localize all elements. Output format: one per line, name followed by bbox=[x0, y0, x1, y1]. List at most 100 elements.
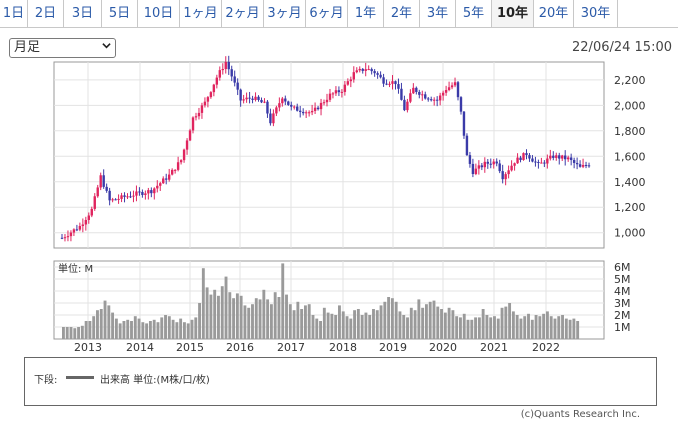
tab-3[interactable]: 5日 bbox=[102, 0, 138, 27]
candle-body bbox=[480, 165, 484, 168]
candle-body bbox=[540, 162, 543, 164]
candle-body bbox=[507, 170, 510, 175]
volume-bar bbox=[553, 318, 557, 339]
volume-bar bbox=[330, 313, 334, 339]
volume-bar bbox=[375, 310, 379, 339]
candle-body bbox=[328, 93, 332, 100]
legend-box: 下段: 出来高 単位:(M株/口/枚) bbox=[24, 357, 657, 406]
volume-bar bbox=[508, 303, 512, 339]
volume-bar bbox=[62, 327, 65, 339]
volume-bar bbox=[319, 321, 322, 339]
candle-body bbox=[120, 195, 123, 199]
candle-body bbox=[334, 90, 338, 94]
candle-body bbox=[525, 153, 528, 156]
volume-bar bbox=[527, 313, 530, 339]
candle-body bbox=[528, 155, 531, 159]
volume-bar bbox=[224, 276, 228, 339]
candle-body bbox=[191, 117, 195, 131]
tab-12[interactable]: 5年 bbox=[456, 0, 492, 27]
tab-10[interactable]: 2年 bbox=[384, 0, 420, 27]
volume-bar bbox=[88, 321, 92, 339]
volume-bar bbox=[322, 307, 326, 339]
candle-body bbox=[489, 163, 492, 165]
volume-bar bbox=[523, 316, 527, 339]
volume-tick-label: 2M bbox=[614, 309, 631, 322]
volume-unit-label: 単位: M bbox=[58, 262, 93, 275]
tab-8[interactable]: 6ヶ月 bbox=[306, 0, 348, 27]
candle-body bbox=[418, 91, 421, 95]
candle-body bbox=[367, 69, 370, 71]
candle-body bbox=[203, 101, 207, 106]
legend-swatch bbox=[66, 376, 94, 379]
volume-bar bbox=[500, 307, 504, 339]
tab-15[interactable]: 30年 bbox=[574, 0, 618, 27]
volume-bar bbox=[303, 305, 307, 339]
legend-label: 下段: bbox=[34, 375, 58, 386]
x-tick-label: 2022 bbox=[532, 341, 560, 354]
volume-bar bbox=[133, 316, 137, 339]
candle-body bbox=[87, 215, 90, 220]
tab-2[interactable]: 3日 bbox=[64, 0, 102, 27]
tab-1[interactable]: 2日 bbox=[28, 0, 64, 27]
candle-body bbox=[385, 83, 388, 85]
tab-0[interactable]: 1日 bbox=[0, 0, 28, 27]
period-tabs: 1日 2日 3日 5日 10日 1ヶ月 2ヶ月 3ヶ月 6ヶ月 1年 2年 3年 5年 10年 20年 30年 bbox=[0, 0, 678, 28]
candle-body bbox=[358, 68, 361, 71]
volume-bar bbox=[394, 301, 398, 339]
tab-9[interactable]: 1年 bbox=[348, 0, 384, 27]
candle-body bbox=[141, 191, 144, 196]
volume-bar bbox=[428, 301, 432, 339]
volume-bar bbox=[564, 318, 568, 339]
candle-body bbox=[522, 153, 525, 161]
candle-body bbox=[296, 106, 299, 111]
candle-body bbox=[278, 103, 281, 108]
candle-body bbox=[438, 95, 442, 101]
candle-body bbox=[519, 157, 522, 161]
volume-bar bbox=[254, 298, 258, 339]
volume-bar bbox=[334, 315, 338, 339]
price-panel bbox=[53, 61, 605, 249]
volume-bar bbox=[164, 315, 167, 339]
volume-bar bbox=[493, 316, 496, 339]
x-tick-label: 2019 bbox=[379, 341, 407, 354]
tab-5[interactable]: 1ヶ月 bbox=[180, 0, 222, 27]
candle-body bbox=[534, 161, 537, 163]
volume-bar bbox=[489, 317, 493, 339]
tab-6[interactable]: 2ヶ月 bbox=[222, 0, 264, 27]
volume-bar bbox=[145, 323, 149, 339]
candle-body bbox=[331, 93, 335, 95]
candle-body bbox=[78, 226, 82, 230]
credit: (c)Quants Research Inc. bbox=[520, 409, 640, 420]
tab-7[interactable]: 3ヶ月 bbox=[264, 0, 306, 27]
tab-11[interactable]: 3年 bbox=[420, 0, 456, 27]
candle-body bbox=[459, 97, 463, 112]
candle-body bbox=[150, 190, 153, 194]
candle-body bbox=[117, 198, 120, 200]
candle-body bbox=[388, 83, 391, 85]
volume-bar bbox=[538, 316, 542, 339]
volume-bar bbox=[515, 315, 519, 339]
volume-bar bbox=[496, 318, 500, 339]
candle-body bbox=[111, 199, 114, 201]
volume-bar bbox=[481, 309, 485, 339]
period-select[interactable]: 月足 bbox=[9, 38, 116, 58]
volume-tick-label: 6M bbox=[614, 261, 631, 274]
volume-bar bbox=[273, 292, 277, 339]
x-tick-label: 2014 bbox=[126, 341, 154, 354]
candle-body bbox=[322, 102, 326, 104]
tab-4[interactable]: 10日 bbox=[138, 0, 180, 27]
candle-body bbox=[263, 101, 266, 103]
candle-body bbox=[406, 101, 409, 111]
tab-13[interactable]: 10年 bbox=[492, 0, 534, 27]
candle-body bbox=[424, 94, 427, 99]
tab-14[interactable]: 20年 bbox=[534, 0, 574, 27]
candle-body bbox=[474, 168, 478, 175]
volume-bar bbox=[432, 300, 436, 339]
volume-bar bbox=[160, 317, 164, 339]
volume-bar bbox=[338, 305, 341, 339]
candle-body bbox=[173, 169, 177, 171]
candle-body bbox=[221, 69, 224, 71]
candle-body bbox=[257, 96, 260, 100]
volume-bar bbox=[209, 294, 213, 339]
candle-body bbox=[421, 94, 424, 96]
